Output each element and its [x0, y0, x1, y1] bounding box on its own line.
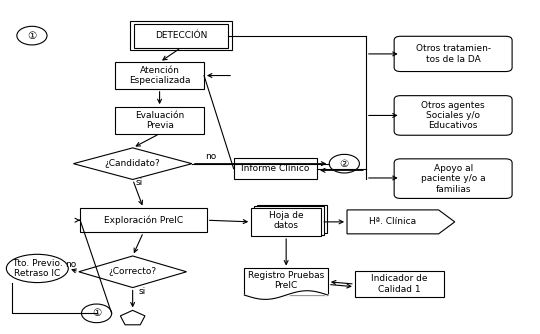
Text: DETECCIÓN: DETECCIÓN [155, 31, 207, 40]
FancyBboxPatch shape [355, 271, 444, 297]
Text: Tto. Previo.
Retraso IC: Tto. Previo. Retraso IC [12, 259, 63, 278]
Text: Evaluación
Previa: Evaluación Previa [135, 111, 184, 130]
Circle shape [17, 26, 47, 45]
FancyBboxPatch shape [394, 159, 512, 198]
Text: Indicador de
Calidad 1: Indicador de Calidad 1 [371, 274, 428, 294]
Text: ¿Correcto?: ¿Correcto? [109, 267, 157, 276]
FancyBboxPatch shape [80, 208, 207, 232]
Text: Apoyo al
paciente y/o a
familias: Apoyo al paciente y/o a familias [421, 164, 485, 193]
FancyBboxPatch shape [256, 205, 327, 233]
Text: Otros agentes
Sociales y/o
Educativos: Otros agentes Sociales y/o Educativos [421, 101, 485, 130]
FancyBboxPatch shape [251, 208, 321, 236]
Text: no: no [205, 152, 217, 161]
Text: ①: ① [28, 31, 37, 41]
Text: ②: ② [340, 159, 349, 169]
Text: Registro Pruebas
PreIC: Registro Pruebas PreIC [248, 271, 325, 290]
Text: Hoja de
datos: Hoja de datos [269, 211, 303, 230]
Ellipse shape [6, 254, 68, 283]
FancyBboxPatch shape [245, 269, 328, 295]
Text: Exploración PreIC: Exploración PreIC [104, 215, 183, 225]
Text: si: si [136, 178, 143, 187]
FancyBboxPatch shape [115, 62, 204, 89]
Text: Hª. Clínica: Hª. Clínica [369, 217, 416, 226]
FancyBboxPatch shape [134, 24, 228, 47]
FancyBboxPatch shape [234, 158, 317, 179]
FancyBboxPatch shape [394, 96, 512, 135]
Text: Atención
Especializada: Atención Especializada [129, 66, 190, 85]
Text: si: si [139, 287, 146, 296]
Text: no: no [65, 260, 76, 269]
Polygon shape [79, 256, 186, 288]
Polygon shape [347, 210, 455, 234]
Text: Otros tratamien-
tos de la DA: Otros tratamien- tos de la DA [416, 44, 491, 63]
FancyBboxPatch shape [115, 107, 204, 134]
Circle shape [82, 304, 112, 323]
FancyBboxPatch shape [254, 206, 324, 235]
Polygon shape [120, 310, 145, 325]
FancyBboxPatch shape [394, 36, 512, 71]
Polygon shape [73, 148, 192, 179]
Text: Informe Clínico: Informe Clínico [241, 164, 309, 173]
Text: ¿Candidato?: ¿Candidato? [105, 159, 160, 168]
Circle shape [329, 154, 360, 173]
Text: ①: ① [92, 308, 101, 318]
